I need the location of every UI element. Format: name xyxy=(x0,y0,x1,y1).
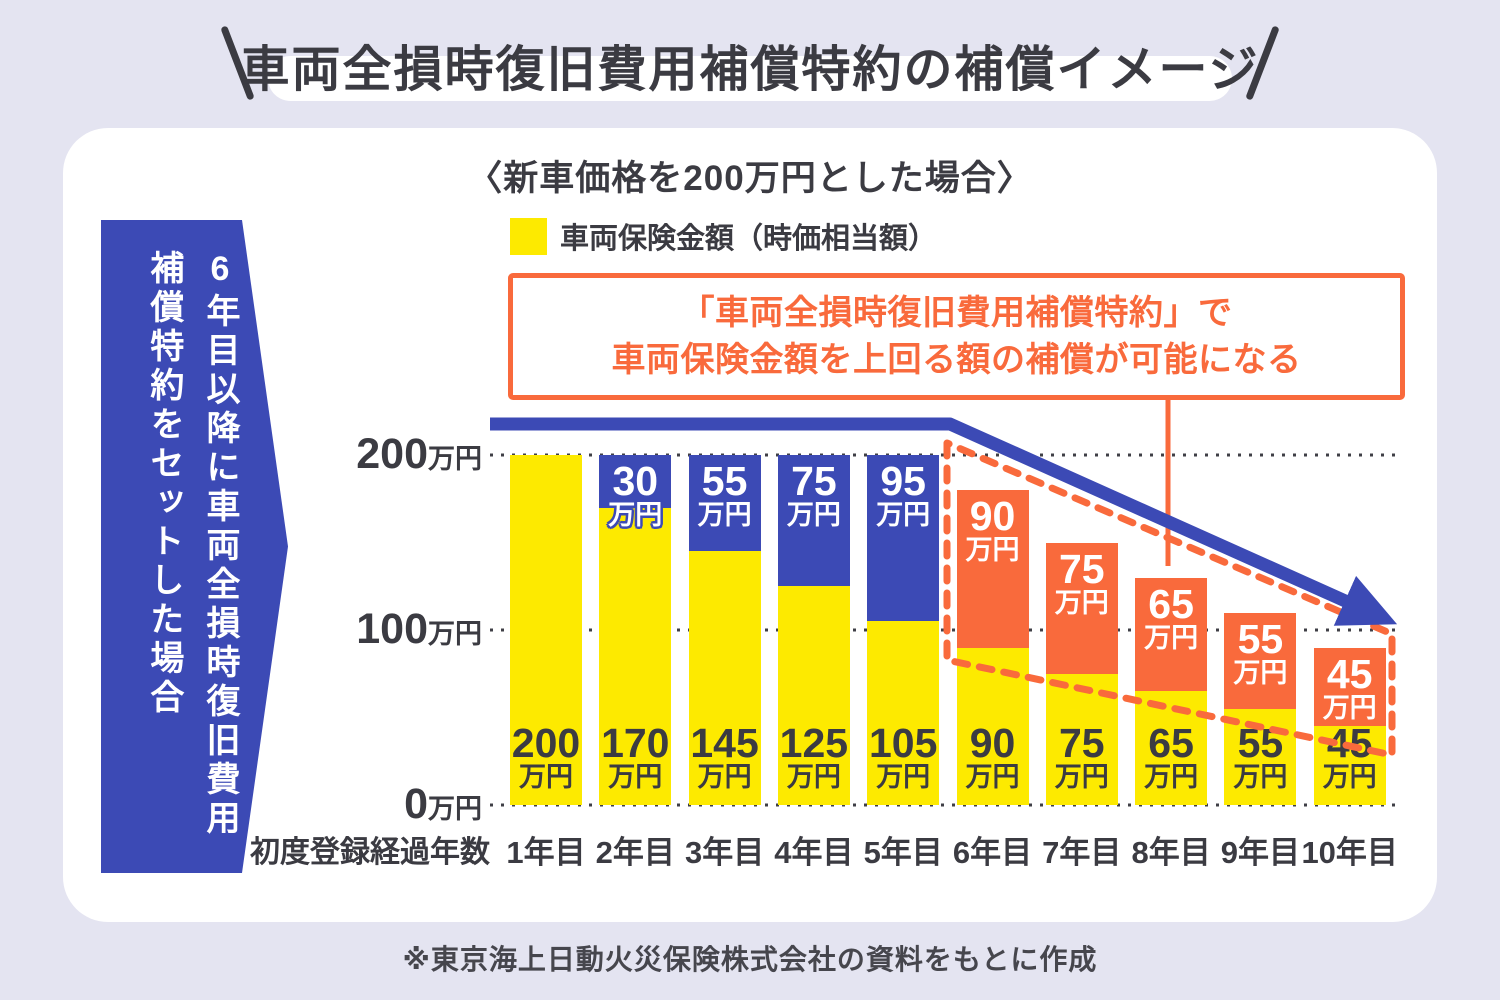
x-label-2年目: 2年目 xyxy=(595,835,675,870)
callout-line-2: 車両保険金額を上回る額の補償が可能になる xyxy=(611,340,1302,379)
bar-5年目-base-value-label: 105 万円 xyxy=(868,720,938,793)
side-banner-line-1: 6年目以降に車両全損時復旧費用 xyxy=(201,250,239,839)
x-axis-title: 初度登録経過年数 xyxy=(250,836,490,869)
x-label-6年目: 6年目 xyxy=(952,835,1033,870)
x-label-3年目: 3年目 xyxy=(684,835,765,870)
y-tick-label-200: 200 万円 xyxy=(356,430,482,478)
legend-label: 車両保険金額（時価相当額） xyxy=(560,223,938,255)
y-tick-label-100: 100 万円 xyxy=(356,605,482,653)
x-label-7年目: 7年目 xyxy=(1042,835,1122,870)
x-label-10年目: 10年目 xyxy=(1301,835,1398,870)
bar-1年目-base-value-label: 200 万円 xyxy=(511,720,581,793)
x-label-5年目: 5年目 xyxy=(863,835,943,870)
x-label-1年目: 1年目 xyxy=(506,835,586,870)
callout-box: 「車両全損時復旧費用補償特約」で 車両保険金額を上回る額の補償が可能になる xyxy=(508,273,1405,400)
side-banner-line-2: 補償特約をセットした場合 xyxy=(144,250,183,718)
x-label-8年目: 8年目 xyxy=(1131,835,1211,870)
callout-line-1: 「車両全損時復旧費用補償特約」で xyxy=(680,293,1233,332)
y-tick-label-0: 0 万円 xyxy=(404,780,482,828)
page-title: 車両全損時復旧費用補償特約の補償イメージ xyxy=(240,43,1260,97)
x-label-4年目: 4年目 xyxy=(774,835,854,870)
bar-2年目-base-value-label: 170 万円 xyxy=(601,720,670,793)
side-banner-arrow: 6年目以降に車両全損時復旧費用 補償特約をセットした場合 xyxy=(101,220,288,873)
bar-4年目-base-value-label: 125 万円 xyxy=(779,720,849,793)
source-footnote: ※東京海上日動火災保険株式会社の資料をもとに作成 xyxy=(402,944,1098,975)
side-banner-text: 6年目以降に車両全損時復旧費用 補償特約をセットした場合 xyxy=(136,250,248,839)
bar-3年目-base-value-label: 145 万円 xyxy=(690,720,759,793)
legend-swatch-yellow xyxy=(510,217,547,255)
chart-subtitle: 〈新車価格を200万円とした場合〉 xyxy=(467,159,1033,198)
x-label-9年目: 9年目 xyxy=(1220,835,1301,870)
bar-4年目-base-segment xyxy=(777,586,850,805)
bar-5年目-base-segment xyxy=(867,621,940,805)
legend: 車両保険金額（時価相当額） xyxy=(510,215,937,257)
title-highlight-pill xyxy=(268,56,1232,101)
